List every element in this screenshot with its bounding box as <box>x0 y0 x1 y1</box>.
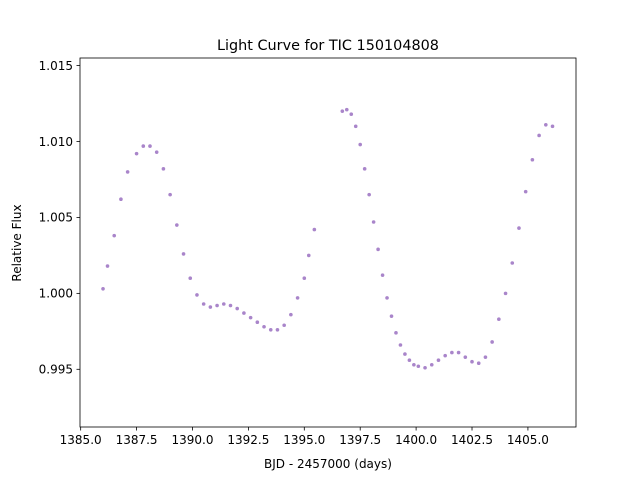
data-point <box>429 362 434 367</box>
x-tick-label: 1385.0 <box>60 433 102 447</box>
data-point <box>490 340 494 344</box>
x-tick-label: 1397.5 <box>339 433 381 447</box>
data-point <box>349 112 354 116</box>
data-point <box>550 124 555 129</box>
data-point <box>295 296 300 300</box>
data-point <box>141 144 146 148</box>
data-point <box>125 170 130 174</box>
y-tick-label: 1.005 <box>39 211 73 225</box>
data-point <box>134 151 139 156</box>
data-point <box>483 355 488 359</box>
data-point <box>215 303 219 308</box>
data-point <box>530 157 535 162</box>
y-tick-label: 1.015 <box>39 59 73 73</box>
scatter-points <box>101 107 555 370</box>
data-point <box>306 253 311 258</box>
x-tick-label: 1392.5 <box>227 433 269 447</box>
data-point <box>358 142 363 147</box>
data-point <box>353 124 358 129</box>
data-point <box>497 317 501 321</box>
data-point <box>268 328 273 332</box>
data-point <box>112 233 117 238</box>
data-point <box>344 107 349 112</box>
data-point <box>523 189 528 194</box>
data-point <box>537 133 541 138</box>
data-point <box>242 311 246 315</box>
data-point <box>423 365 427 370</box>
data-point <box>385 296 389 300</box>
data-point <box>221 302 226 306</box>
data-point <box>367 192 371 197</box>
data-point <box>312 227 317 232</box>
data-point <box>208 305 213 309</box>
data-point <box>105 264 110 268</box>
data-point <box>544 123 548 127</box>
y-axis: 0.995 1.000 1.005 1.010 1.015 <box>39 59 80 377</box>
data-point <box>119 197 123 202</box>
x-axis-label: BJD - 2457000 (days) <box>264 457 392 471</box>
data-point <box>403 352 407 356</box>
data-point <box>188 276 193 280</box>
data-point <box>463 355 468 359</box>
data-point <box>282 323 286 328</box>
data-point <box>340 109 345 113</box>
x-tick-label: 1395.0 <box>283 433 325 447</box>
data-point <box>517 226 521 230</box>
x-tick-label: 1405.0 <box>507 433 549 447</box>
data-point <box>456 350 461 355</box>
data-point <box>154 150 159 154</box>
plot-frame <box>79 57 577 428</box>
data-point <box>248 315 253 320</box>
data-point <box>407 358 412 362</box>
data-point <box>228 303 233 308</box>
data-point <box>371 220 376 224</box>
data-point <box>148 144 152 148</box>
chart-title: Light Curve for TIC 150104808 <box>217 38 439 54</box>
data-point <box>412 362 416 367</box>
data-point <box>389 314 394 318</box>
data-point <box>201 302 206 306</box>
y-tick-label: 0.995 <box>39 363 73 377</box>
y-tick-label: 1.010 <box>39 135 73 149</box>
data-point <box>275 328 280 332</box>
data-point <box>380 273 385 277</box>
data-point <box>195 293 199 297</box>
data-point <box>510 261 515 265</box>
data-point <box>255 320 260 325</box>
data-point <box>289 312 293 317</box>
x-tick-label: 1402.5 <box>451 433 493 447</box>
data-point <box>470 359 474 364</box>
data-point <box>362 167 367 171</box>
data-point <box>450 350 454 355</box>
x-tick-label: 1387.5 <box>116 433 158 447</box>
data-point <box>416 364 421 369</box>
data-point <box>101 287 105 291</box>
data-point <box>503 291 508 296</box>
x-tick-label: 1390.0 <box>171 433 213 447</box>
data-point <box>436 358 441 362</box>
data-point <box>476 361 481 366</box>
data-point <box>235 306 240 311</box>
data-point <box>161 167 166 171</box>
data-point <box>394 331 398 335</box>
y-tick-label: 1.000 <box>39 287 73 301</box>
x-axis: 1385.0 1387.5 1390.0 1392.5 1395.0 1397.5 1400… <box>60 427 549 447</box>
data-point <box>398 343 403 347</box>
x-tick-label: 1400.0 <box>395 433 437 447</box>
data-point <box>443 353 447 358</box>
y-axis-label: Relative Flux <box>10 204 24 281</box>
data-point <box>168 192 172 197</box>
data-point <box>302 276 307 280</box>
data-point <box>262 324 266 329</box>
data-point <box>175 223 179 227</box>
data-point <box>181 252 186 256</box>
data-point <box>376 247 380 252</box>
